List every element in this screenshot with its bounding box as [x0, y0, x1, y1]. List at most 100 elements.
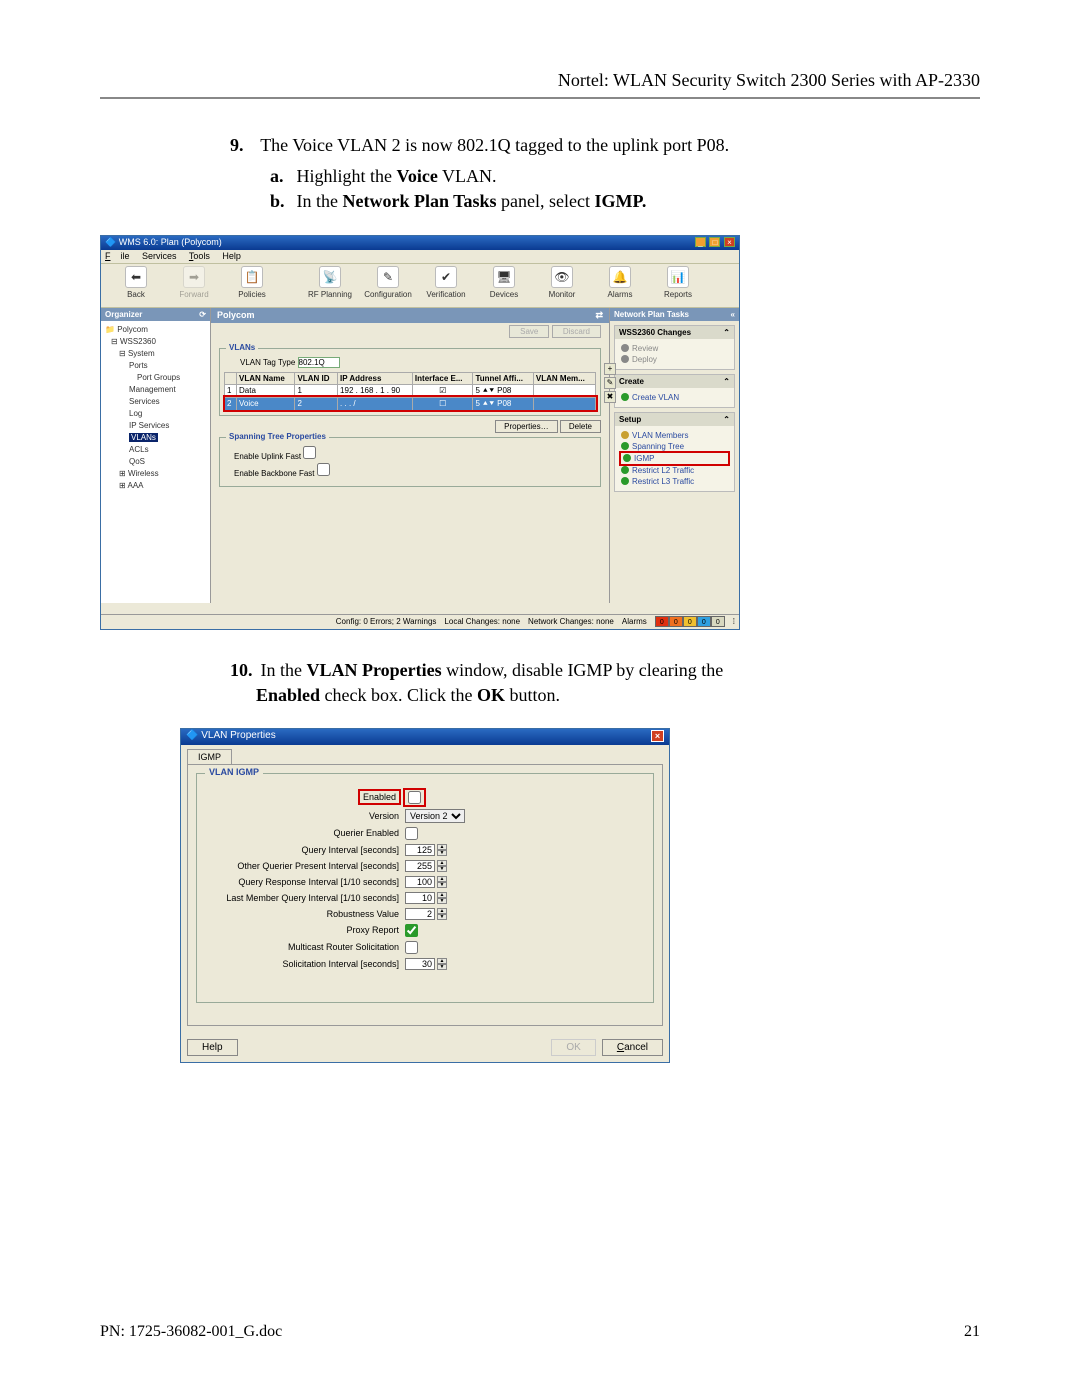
- refresh-icon[interactable]: ⟳: [199, 310, 206, 319]
- checkbox[interactable]: [405, 827, 418, 840]
- chevron-icon[interactable]: ⌃: [723, 377, 730, 386]
- forward-button[interactable]: ➡Forward: [165, 266, 223, 305]
- tagtype-input[interactable]: [298, 357, 340, 368]
- vlan-table[interactable]: VLAN Name VLAN ID IP Address Interface E…: [224, 372, 596, 411]
- spinner-icon[interactable]: ▲▼: [437, 876, 447, 888]
- field-control[interactable]: [405, 941, 418, 954]
- chevron-icon[interactable]: ⌃: [723, 415, 730, 424]
- tree-log[interactable]: Log: [129, 408, 206, 420]
- restrict-l2-link[interactable]: Restrict L2 Traffic: [621, 466, 728, 475]
- ok-button[interactable]: OK: [551, 1039, 595, 1056]
- tree-vlans[interactable]: VLANs: [129, 432, 206, 444]
- cancel-button[interactable]: Cancel: [602, 1039, 663, 1056]
- tree-qos[interactable]: QoS: [129, 456, 206, 468]
- close-icon[interactable]: ×: [724, 237, 735, 247]
- tree-ws[interactable]: ⊟ WSS2360: [111, 336, 206, 348]
- delete-button[interactable]: Delete: [560, 420, 601, 433]
- organizer-tree[interactable]: 📁 Polycom ⊟ WSS2360 ⊟ System Ports Port …: [101, 321, 210, 495]
- menu-help[interactable]: Help: [222, 251, 241, 261]
- col-ip[interactable]: IP Address: [338, 372, 413, 384]
- backbone-fast-check[interactable]: Enable Backbone Fast: [234, 463, 594, 478]
- tab-igmp[interactable]: IGMP: [187, 749, 232, 764]
- spin-input[interactable]: [405, 860, 435, 872]
- col-id[interactable]: VLAN ID: [295, 372, 338, 384]
- spin-input[interactable]: [405, 876, 435, 888]
- spin-input[interactable]: [405, 892, 435, 904]
- menu-services[interactable]: Services: [142, 251, 177, 261]
- field-control[interactable]: ▲▼: [405, 908, 447, 920]
- tree-mgmt[interactable]: Management Services: [129, 384, 206, 408]
- properties-button[interactable]: Properties…: [495, 420, 557, 433]
- col-name[interactable]: VLAN Name: [237, 372, 295, 384]
- spinner-icon[interactable]: ▲▼: [437, 844, 447, 856]
- spinner-icon[interactable]: ▲▼: [437, 860, 447, 872]
- tree-system[interactable]: ⊟ System: [119, 348, 206, 360]
- create-vlan-link[interactable]: Create VLAN: [621, 393, 728, 402]
- table-row[interactable]: 1 Data1 192 . 168 . 1 . 90☑ 5 ⯅⯆ P08: [225, 384, 596, 397]
- spanning-tree-link[interactable]: Spanning Tree: [621, 442, 728, 451]
- spinner-icon[interactable]: ▲▼: [437, 908, 447, 920]
- tree-portgroups[interactable]: Port Groups: [137, 372, 206, 384]
- policies-button[interactable]: 📋Policies: [223, 266, 281, 305]
- version-select[interactable]: Version 2: [405, 809, 465, 823]
- close-icon[interactable]: ×: [651, 730, 664, 742]
- minimize-icon[interactable]: _: [695, 237, 706, 247]
- reports-button[interactable]: 📊Reports: [649, 266, 707, 305]
- menu-tools[interactable]: Tools: [189, 251, 210, 261]
- field-control[interactable]: ▲▼: [405, 844, 447, 856]
- edit-row-icon[interactable]: ✎: [604, 377, 616, 389]
- task-collapse-icon[interactable]: «: [731, 310, 735, 319]
- checkbox[interactable]: [408, 791, 421, 804]
- spin-input[interactable]: [405, 958, 435, 970]
- tree-wireless[interactable]: ⊞ Wireless: [119, 468, 206, 480]
- spin-input[interactable]: [405, 908, 435, 920]
- uplink-fast-check[interactable]: Enable Uplink Fast: [234, 446, 594, 461]
- rfplanning-button[interactable]: 📡RF Planning: [301, 266, 359, 305]
- field-control[interactable]: ▲▼: [405, 958, 447, 970]
- field-control[interactable]: [405, 924, 418, 937]
- col-mem[interactable]: VLAN Mem...: [533, 372, 595, 384]
- tree-acls[interactable]: ACLs: [129, 444, 206, 456]
- tree-root[interactable]: 📁 Polycom: [105, 324, 206, 336]
- checkbox[interactable]: [405, 924, 418, 937]
- chevron-icon[interactable]: ⌃: [723, 328, 730, 337]
- tree-aaa[interactable]: ⊞ AAA: [119, 480, 206, 492]
- bullet-icon: [621, 477, 629, 485]
- devices-button[interactable]: 🖥Devices: [475, 266, 533, 305]
- spinner-icon[interactable]: ▲▼: [437, 892, 447, 904]
- field-control[interactable]: ▲▼: [405, 892, 447, 904]
- add-row-icon[interactable]: +: [604, 363, 616, 375]
- verification-button[interactable]: ✔Verification: [417, 266, 475, 305]
- spin-input[interactable]: [405, 844, 435, 856]
- igmp-link[interactable]: IGMP: [621, 453, 728, 464]
- alarms-button[interactable]: 🔔Alarms: [591, 266, 649, 305]
- col-tun[interactable]: Tunnel Affi...: [473, 372, 533, 384]
- review-link[interactable]: Review: [621, 344, 728, 353]
- del-row-icon[interactable]: ✖: [604, 391, 616, 403]
- field-control[interactable]: ▲▼: [405, 860, 447, 872]
- field-control[interactable]: [405, 827, 418, 840]
- help-button[interactable]: Help: [187, 1039, 238, 1056]
- restrict-l3-link[interactable]: Restrict L3 Traffic: [621, 477, 728, 486]
- step-10: 10. In the VLAN Properties window, disab…: [230, 658, 980, 708]
- menu-file[interactable]: File: [105, 251, 130, 261]
- maximize-icon[interactable]: □: [709, 237, 720, 247]
- center-head-icon[interactable]: ⇄: [595, 310, 603, 321]
- tree-ports[interactable]: Ports: [129, 360, 206, 372]
- checkbox[interactable]: [405, 941, 418, 954]
- deploy-link[interactable]: Deploy: [621, 355, 728, 364]
- field-control[interactable]: ▲▼: [405, 876, 447, 888]
- configuration-button[interactable]: ✎Configuration: [359, 266, 417, 305]
- table-row-voice[interactable]: 2 Voice2 . . . /☐ 5 ⯅⯆ P08: [225, 397, 596, 410]
- vlan-members-link[interactable]: VLAN Members: [621, 431, 728, 440]
- discard-button[interactable]: Discard: [552, 325, 601, 338]
- col-if[interactable]: Interface E...: [412, 372, 473, 384]
- save-button[interactable]: Save: [509, 325, 549, 338]
- wms-menubar[interactable]: File Services Tools Help: [101, 250, 739, 264]
- monitor-button[interactable]: 👁Monitor: [533, 266, 591, 305]
- back-button[interactable]: ⬅Back: [107, 266, 165, 305]
- spinner-icon[interactable]: ▲▼: [437, 958, 447, 970]
- field-control[interactable]: [405, 790, 424, 805]
- tree-ipserv[interactable]: IP Services: [129, 420, 206, 432]
- field-control[interactable]: Version 2: [405, 809, 465, 823]
